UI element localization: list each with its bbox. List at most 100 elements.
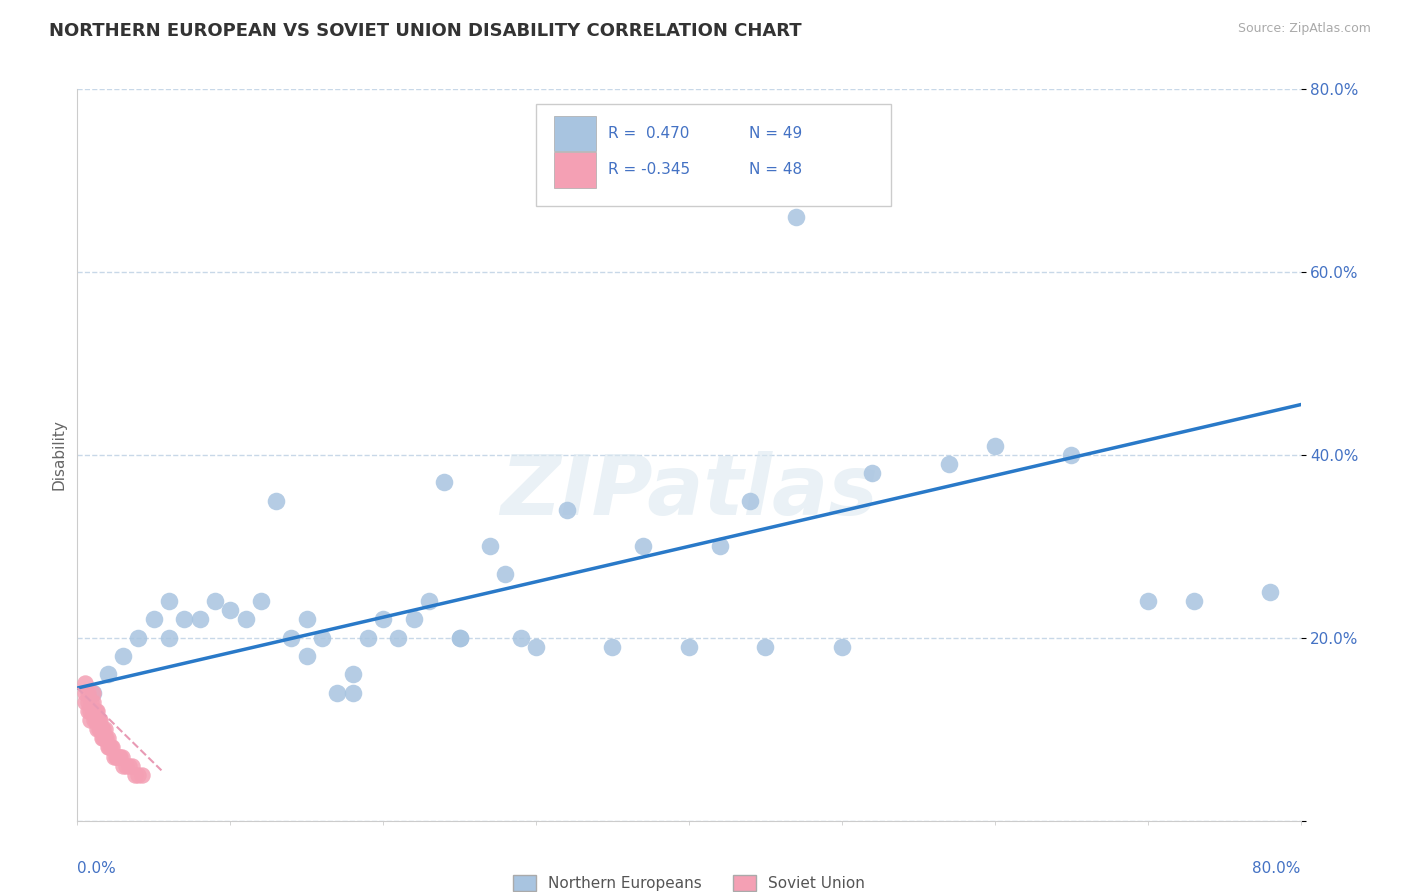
Point (77, 695, 100, 709)
Point (90, 731, 112, 746)
Point (402, 613, 425, 627)
Point (754, 640, 776, 654)
Point (1136, 594, 1159, 608)
Point (97, 740, 120, 755)
Text: N = 49: N = 49 (749, 126, 803, 141)
Point (90, 723, 112, 737)
Point (80, 695, 103, 709)
Point (82, 695, 104, 709)
Point (173, 613, 195, 627)
Point (101, 740, 124, 755)
Point (678, 640, 700, 654)
Point (111, 749, 134, 764)
Text: Source: ZipAtlas.com: Source: ZipAtlas.com (1237, 22, 1371, 36)
Point (1258, 585, 1281, 599)
Point (77, 685, 100, 699)
Point (311, 631, 333, 645)
Point (124, 768, 146, 782)
Point (862, 466, 884, 480)
Point (524, 640, 547, 654)
Point (86, 713, 108, 727)
Point (73, 695, 96, 709)
Point (89, 713, 111, 727)
Point (87, 713, 110, 727)
Point (479, 539, 502, 553)
Point (73, 685, 96, 699)
Point (342, 685, 364, 699)
Point (264, 493, 287, 508)
Point (79, 704, 101, 718)
Point (73, 676, 96, 690)
Point (96, 731, 118, 746)
Point (785, 211, 807, 225)
Point (91, 723, 114, 737)
Point (91, 731, 114, 746)
Point (387, 631, 409, 645)
Point (984, 439, 1007, 453)
Point (77, 704, 100, 718)
Point (831, 640, 853, 654)
Text: 0.0%: 0.0% (77, 861, 117, 876)
Point (82, 704, 104, 718)
FancyBboxPatch shape (554, 153, 596, 188)
Point (326, 685, 349, 699)
Point (121, 758, 143, 772)
Point (157, 594, 180, 608)
Point (219, 603, 242, 617)
Point (115, 758, 138, 772)
Point (87, 723, 110, 737)
Point (97, 731, 120, 746)
Point (112, 649, 135, 664)
Point (204, 594, 226, 608)
Point (82, 685, 104, 699)
Point (84, 713, 107, 727)
Text: NORTHERN EUROPEAN VS SOVIET UNION DISABILITY CORRELATION CHART: NORTHERN EUROPEAN VS SOVIET UNION DISABI… (49, 22, 801, 40)
Point (82, 685, 104, 699)
Point (97, 667, 120, 681)
Point (89, 723, 111, 737)
Point (295, 649, 318, 664)
Point (509, 631, 531, 645)
Point (118, 758, 141, 772)
Point (108, 749, 131, 764)
Point (188, 613, 211, 627)
Point (342, 667, 364, 681)
Point (709, 539, 731, 553)
Point (142, 613, 165, 627)
Point (1060, 448, 1083, 462)
Point (100, 740, 122, 755)
Point (127, 631, 149, 645)
Point (295, 613, 318, 627)
Point (449, 631, 471, 645)
Point (371, 613, 394, 627)
Point (250, 594, 273, 608)
Text: 80.0%: 80.0% (1253, 861, 1301, 876)
Point (94, 723, 117, 737)
Point (433, 475, 456, 490)
Point (555, 502, 578, 516)
Point (112, 758, 135, 772)
Point (157, 631, 180, 645)
Point (94, 731, 117, 746)
Point (98, 740, 121, 755)
Point (86, 704, 108, 718)
Point (84, 704, 107, 718)
Point (740, 493, 762, 508)
Point (83, 713, 105, 727)
Point (357, 631, 380, 645)
Y-axis label: Disability: Disability (51, 419, 66, 491)
Point (79, 713, 101, 727)
Point (105, 749, 128, 764)
Text: N = 48: N = 48 (749, 162, 801, 178)
Point (107, 749, 129, 764)
Text: R =  0.470: R = 0.470 (609, 126, 689, 141)
Point (1182, 594, 1205, 608)
Point (235, 613, 257, 627)
Point (83, 704, 105, 718)
Legend: Northern Europeans, Soviet Union: Northern Europeans, Soviet Union (508, 869, 870, 892)
FancyBboxPatch shape (536, 103, 891, 206)
Point (86, 723, 108, 737)
Text: R = -0.345: R = -0.345 (609, 162, 690, 178)
Point (127, 768, 149, 782)
Point (602, 640, 624, 654)
